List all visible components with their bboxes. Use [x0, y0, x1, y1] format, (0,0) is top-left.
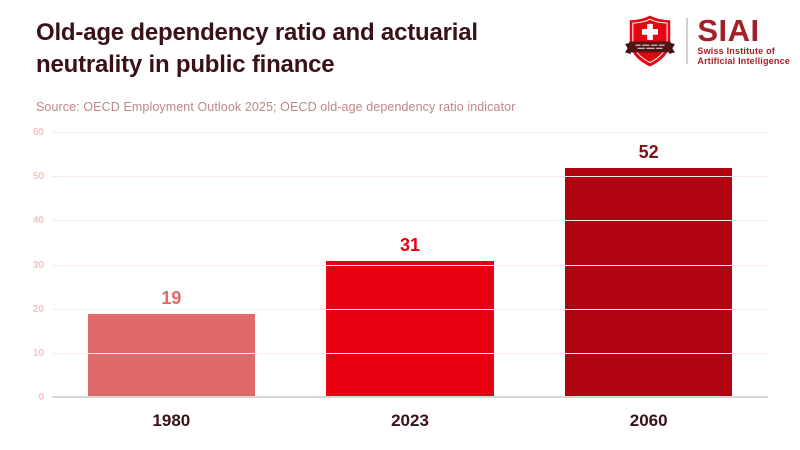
logo-subtitle-line1: Swiss Institute of	[697, 45, 775, 56]
bar-group-2060: 52 2060	[529, 133, 768, 430]
page-title-line2: neutrality in public finance	[36, 51, 335, 78]
bar-1980	[87, 314, 255, 398]
swiss-shield-icon	[625, 15, 676, 67]
bar-value-label-2023: 31	[399, 235, 421, 256]
x-axis-label-2060: 2060	[629, 411, 668, 430]
bar-2060	[565, 168, 733, 398]
y-tick-label-20: 20	[32, 303, 44, 315]
y-tick-label-50: 50	[32, 171, 44, 183]
y-tick-label-30: 30	[32, 259, 44, 271]
gridline-30	[52, 264, 768, 266]
page-title: Old-age dependency ratio and actuarial n…	[36, 17, 478, 81]
y-tick-label-60: 60	[32, 127, 44, 138]
logo-text: SIAI Swiss Institute of Artificial Intel…	[697, 12, 790, 67]
y-tick-label-10: 10	[32, 347, 44, 359]
gridline-50	[52, 176, 768, 178]
bar-value-label-1980: 19	[161, 288, 182, 309]
gridline-60	[52, 132, 768, 133]
bars-container: 19 1980 31 2023 52 2060	[52, 133, 768, 430]
gridline-0	[52, 396, 768, 398]
gridline-20	[52, 308, 768, 310]
gridline-40	[52, 220, 768, 222]
bar-chart-plot-area: 19 1980 31 2023 52 2060 0 10 20 30 40 50 60	[33, 128, 768, 430]
bar-2023	[326, 261, 494, 398]
logo-divider	[686, 18, 689, 64]
logo-acronym: SIAI	[697, 12, 760, 48]
x-axis-label-2023: 2023	[391, 411, 429, 430]
bar-group-1980: 19 1980	[52, 133, 291, 430]
logo-subtitle-line2: Artificial Intelligence	[697, 56, 790, 66]
siai-logo: SIAI Swiss Institute of Artificial Intel…	[623, 14, 790, 68]
source-note: Source: OECD Employment Outlook 2025; OE…	[36, 100, 516, 114]
y-tick-label-40: 40	[32, 215, 44, 227]
y-tick-label-0: 0	[38, 392, 44, 403]
bar-value-label-2060: 52	[638, 142, 659, 163]
gridline-10	[52, 352, 768, 354]
bar-group-2023: 31 2023	[291, 133, 530, 430]
x-axis-label-1980: 1980	[152, 411, 191, 430]
page-title-line1: Old-age dependency ratio and actuarial	[36, 19, 478, 46]
